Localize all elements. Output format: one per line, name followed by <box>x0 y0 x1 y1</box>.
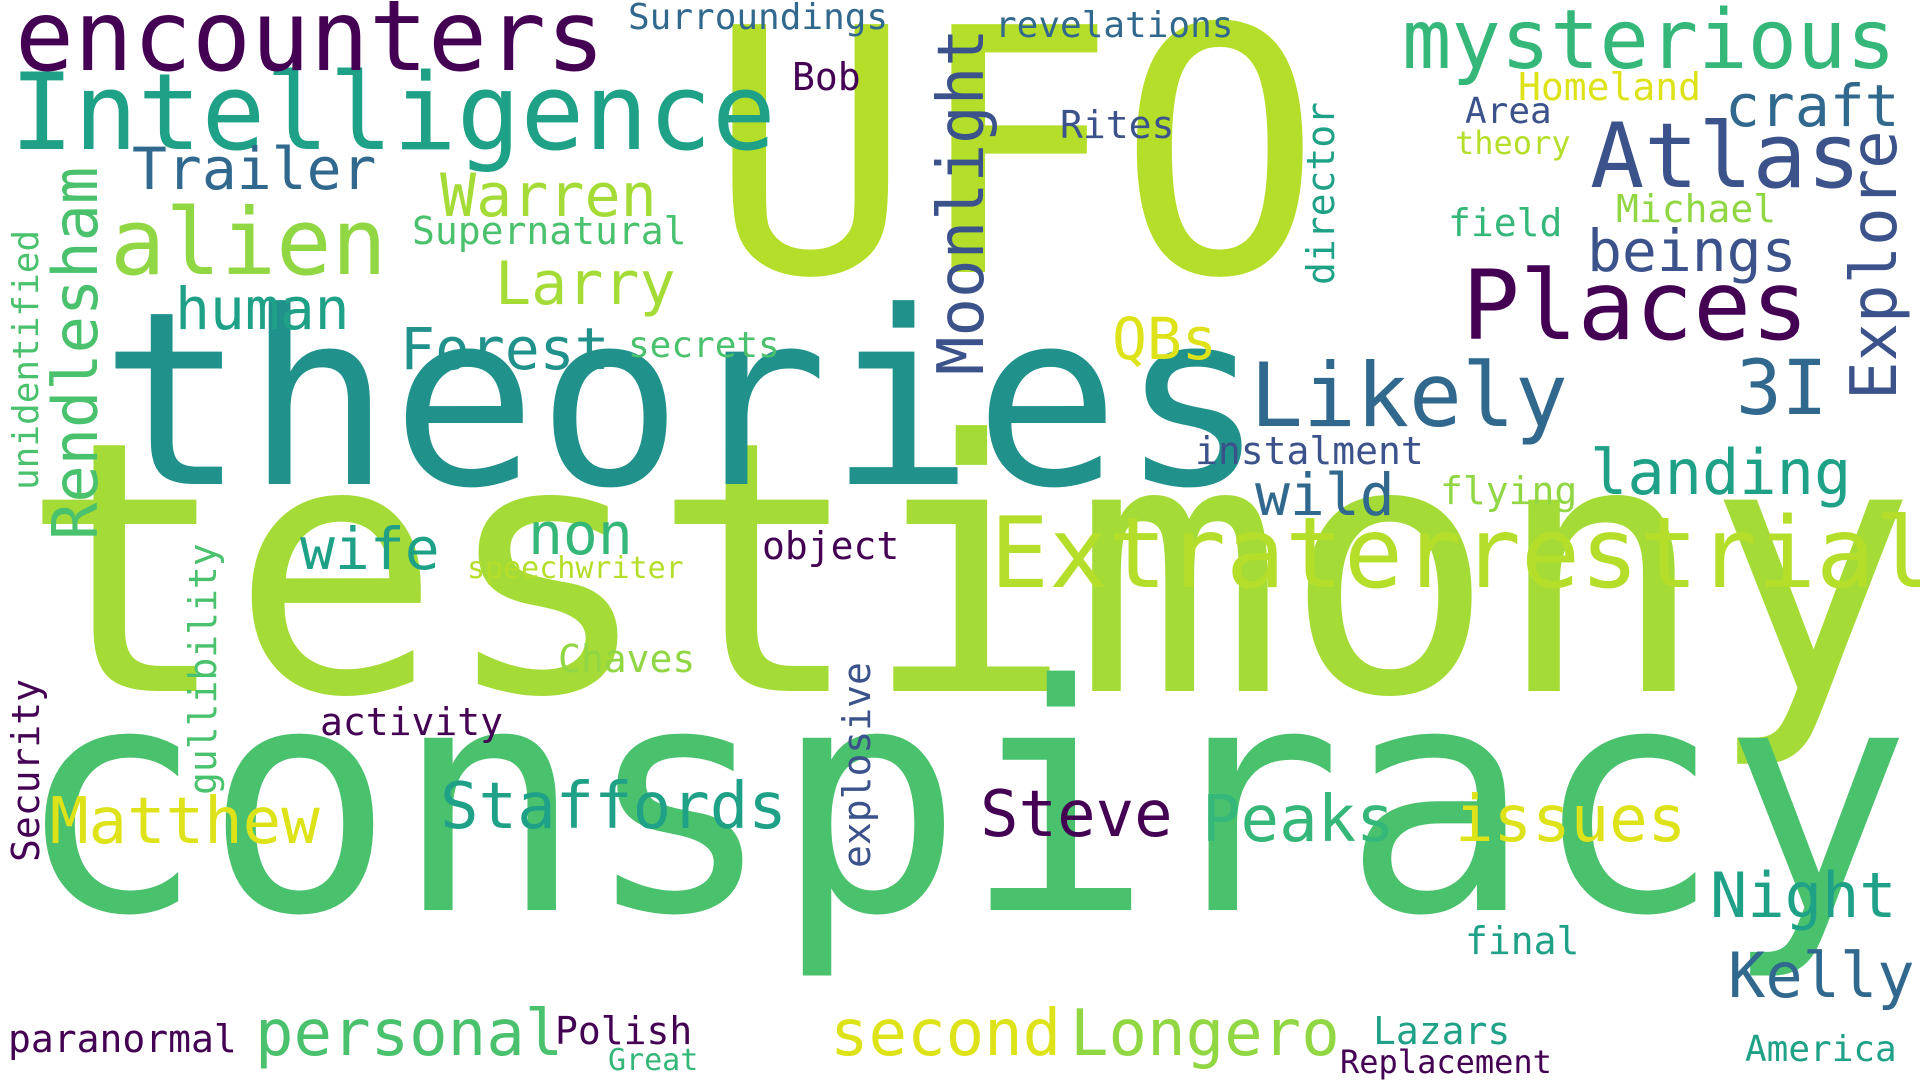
word-replacement: Replacement <box>1340 1043 1552 1080</box>
word-theory: theory <box>1455 124 1571 162</box>
word-flying: flying <box>1440 469 1578 513</box>
word-supernatural: Supernatural <box>412 209 687 253</box>
word-places: Places <box>1462 250 1809 362</box>
word-wild: wild <box>1255 461 1395 529</box>
word-rendlesham: Rendlesham <box>39 166 112 540</box>
word-wife: wife <box>300 515 440 583</box>
word-extraterrestrial: Extraterrestrial <box>990 497 1920 611</box>
word-encounters: encounters <box>15 0 606 94</box>
word-trailer: Trailer <box>132 135 377 203</box>
word-revelations: revelations <box>995 5 1234 46</box>
word-testimony: testimony <box>20 366 1917 774</box>
word-america: America <box>1745 1029 1897 1070</box>
word-personal: personal <box>255 997 564 1071</box>
word-3i: 3I <box>1736 343 1828 432</box>
word-activity: activity <box>320 700 504 744</box>
word-conspiracy: conspiracy <box>15 619 1912 985</box>
word-staffords: Staffords <box>440 770 787 844</box>
word-great: Great <box>608 1043 699 1078</box>
word-second: second <box>830 997 1062 1071</box>
word-rites: Rites <box>1060 103 1175 147</box>
word-craft: craft <box>1725 72 1900 140</box>
word-paranormal: paranormal <box>8 1017 237 1061</box>
word-mysterious: mysterious <box>1402 0 1896 88</box>
word-qbs: QBs <box>1112 305 1217 373</box>
word-warren: Warren <box>440 161 657 231</box>
word-human: human <box>175 275 350 343</box>
word-beings: beings <box>1587 217 1797 285</box>
word-explosive: explosive <box>835 662 879 868</box>
word-matthew: Matthew <box>50 785 320 859</box>
word-alien: alien <box>110 189 387 296</box>
word-secrets: secrets <box>628 325 780 366</box>
word-final: final <box>1465 919 1580 963</box>
word-michael: Michael <box>1616 187 1777 231</box>
word-steve: Steve <box>980 778 1173 852</box>
word-area: Area <box>1465 91 1552 132</box>
word-speechwriter: speechwriter <box>467 551 684 586</box>
word-longero: Longero <box>1070 997 1340 1071</box>
word-surroundings: Surroundings <box>628 0 889 38</box>
word-field: field <box>1448 201 1563 245</box>
word-ufo: UFO <box>708 0 1323 353</box>
word-bob: Bob <box>792 55 861 99</box>
word-non: non <box>528 500 633 568</box>
word-peaks: Peaks <box>1202 783 1395 857</box>
word-moonlight: Moonlight <box>925 28 999 375</box>
word-security: Security <box>4 678 48 862</box>
word-homeland: Homeland <box>1518 65 1702 109</box>
word-forest: Forest <box>400 315 610 383</box>
word-larry: Larry <box>495 249 676 319</box>
word-object: object <box>762 524 900 568</box>
word-kelly: Kelly <box>1728 939 1915 1012</box>
word-gullibility: gullibility <box>181 543 225 795</box>
word-theories: theories <box>100 260 1266 542</box>
word-director: director <box>1299 101 1343 285</box>
word-night: Night <box>1710 859 1897 932</box>
word-instalment: instalment <box>1195 429 1424 473</box>
word-likely: Likely <box>1250 344 1568 447</box>
word-lazars: Lazars <box>1373 1009 1511 1053</box>
word-unidentified: unidentified <box>6 229 47 490</box>
word-landing: landing <box>1590 436 1852 509</box>
word-intelligence: Intelligence <box>10 51 776 174</box>
word-polish: Polish <box>555 1009 693 1053</box>
word-atlas: Atlas <box>1590 104 1861 209</box>
word-explore: Explore <box>1838 130 1912 400</box>
word-chaves: Chaves <box>558 637 696 681</box>
word-issues: issues <box>1455 783 1687 857</box>
